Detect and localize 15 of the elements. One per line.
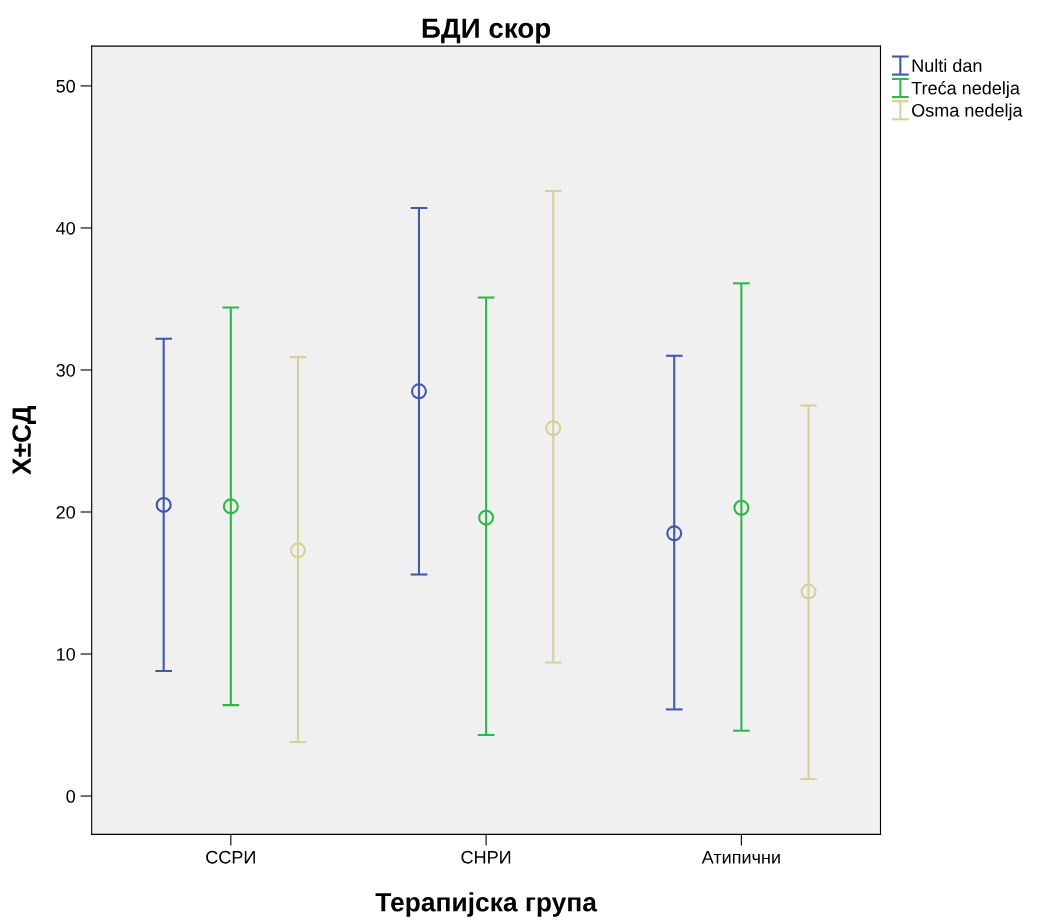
y-tick-label: 40 bbox=[56, 221, 76, 235]
y-tick-label: 10 bbox=[57, 647, 76, 661]
legend-label: Treća nedelja bbox=[911, 81, 1020, 99]
y-tick-label: 30 bbox=[56, 363, 76, 377]
x-tick-label: Атипични bbox=[701, 851, 780, 864]
legend-label: Osma nedelja bbox=[912, 103, 1023, 121]
chart-title: БДИ скор bbox=[422, 18, 551, 44]
legend-label: Nulti dan bbox=[912, 58, 982, 73]
y-tick-label: 20 bbox=[56, 505, 76, 519]
x-axis-title: Терапијска група bbox=[375, 892, 598, 917]
x-tick-label: СНРИ bbox=[461, 850, 511, 864]
y-tick-label: 50 bbox=[56, 79, 76, 93]
y-tick-label: 0 bbox=[66, 789, 76, 803]
y-axis-title: X±СД bbox=[12, 405, 36, 475]
x-tick-label: ССРИ bbox=[206, 850, 255, 864]
